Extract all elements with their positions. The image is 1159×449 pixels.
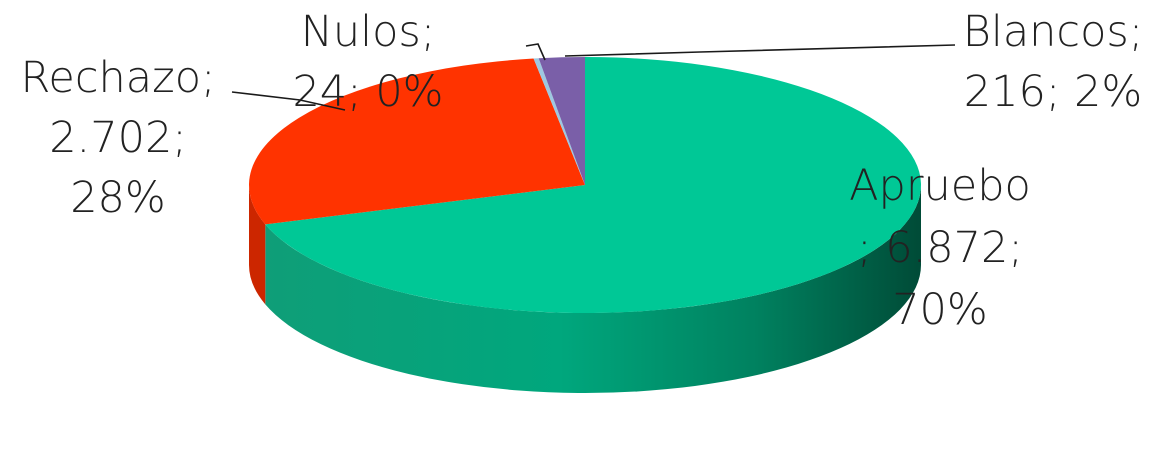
side-wall-rechazo <box>249 185 266 305</box>
data-label-line: Apruebo <box>849 161 1031 211</box>
pie-slice-apruebo <box>265 57 921 314</box>
leader-line-blancos <box>564 44 956 57</box>
leader-lines <box>231 43 956 111</box>
side-wall-apruebo <box>265 185 922 393</box>
data-label-line: 216; 2% <box>964 67 1142 117</box>
data-label-line: 70% <box>892 285 988 335</box>
data-labels: Apruebo ; 6.872; 70% Rechazo; 2.702; 28% Nulos… <box>20 7 1143 335</box>
pie-top-slices <box>249 57 921 314</box>
data-label-blancos: Blancos; 216; 2% <box>963 7 1144 117</box>
data-label-line: 2.702; <box>49 113 187 163</box>
data-label-rechazo: Rechazo; 2.702; 28% <box>20 53 215 223</box>
data-label-line: 24; 0% <box>292 67 443 117</box>
pie-slice-blancos <box>538 57 585 185</box>
pie-slice-nulos <box>533 58 585 185</box>
data-label-nulos: Nulos; 24; 0% <box>292 7 443 117</box>
leader-line-rechazo <box>231 91 346 111</box>
leader-line-nulos <box>525 43 546 61</box>
data-label-line: 28% <box>70 173 166 223</box>
data-label-line: ; 6.872; <box>857 223 1023 273</box>
data-label-line: Nulos; <box>301 7 436 57</box>
pie-slice-rechazo <box>249 58 586 225</box>
pie-side-walls <box>249 185 922 393</box>
data-label-apruebo: Apruebo ; 6.872; 70% <box>849 161 1031 335</box>
data-label-line: Blancos; <box>963 7 1144 57</box>
data-label-line: Rechazo; <box>20 53 215 103</box>
